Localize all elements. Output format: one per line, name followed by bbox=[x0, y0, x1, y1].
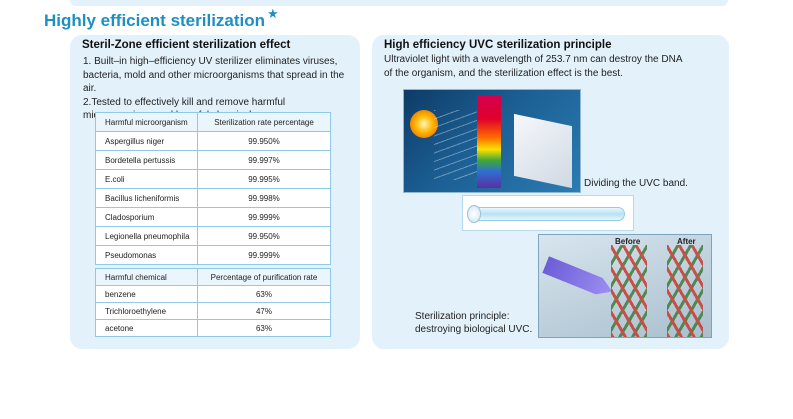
table-cell: acetone bbox=[95, 319, 198, 337]
table-row: Pseudomonas 99.999% bbox=[95, 245, 331, 265]
principle-panel-title: High efficiency UVC sterilization princi… bbox=[384, 39, 612, 51]
section-title-text: Highly efficient sterilization bbox=[44, 11, 266, 30]
table-cell: Aspergillus niger bbox=[95, 131, 198, 151]
table-cell: Cladosporium bbox=[95, 207, 198, 227]
chemical-table: Harmful chemical Percentage of purificat… bbox=[95, 268, 331, 337]
table-cell: 99.995% bbox=[197, 169, 331, 189]
top-banner-strip bbox=[70, 0, 728, 6]
table-cell: 63% bbox=[197, 319, 331, 337]
dna-helix-before-graphic bbox=[611, 245, 647, 337]
table-row: Bacillus licheniformis 99.998% bbox=[95, 188, 331, 208]
uv-spectrum-image bbox=[403, 89, 581, 193]
microorganism-table: Harmful microorganism Sterilization rate… bbox=[95, 112, 331, 265]
table-header-row: Harmful microorganism Sterilization rate… bbox=[95, 112, 331, 132]
principle-description: Ultraviolet light with a wavelength of 2… bbox=[384, 54, 682, 79]
table-cell: Trichloroethylene bbox=[95, 302, 198, 320]
table-cell: Bacillus licheniformis bbox=[95, 188, 198, 208]
column-header: Percentage of purification rate bbox=[197, 268, 331, 286]
principle-panel: High efficiency UVC sterilization princi… bbox=[372, 35, 729, 349]
uv-tube-graphic bbox=[473, 207, 625, 221]
dna-after-label: After bbox=[677, 237, 696, 246]
table-cell: 47% bbox=[197, 302, 331, 320]
table-cell: benzene bbox=[95, 285, 198, 303]
effect-panel: Steril-Zone efficient sterilization effe… bbox=[70, 35, 360, 349]
column-header: Harmful microorganism bbox=[95, 112, 198, 132]
uvc-band-caption: Dividing the UVC band. bbox=[584, 178, 688, 189]
spectrum-bar-graphic bbox=[477, 96, 501, 188]
table-cell: 99.997% bbox=[197, 150, 331, 170]
section-title: Highly efficient sterilization ★ bbox=[44, 6, 279, 31]
column-header: Harmful chemical bbox=[95, 268, 198, 286]
effect-panel-title: Steril-Zone efficient sterilization effe… bbox=[82, 39, 291, 51]
uv-light-arrow-icon bbox=[542, 256, 616, 300]
effect-description-point-1: 1. Built–in high–efficiency UV sterilize… bbox=[83, 56, 345, 94]
table-cell: Pseudomonas bbox=[95, 245, 198, 265]
table-row: E.coli 99.995% bbox=[95, 169, 331, 189]
table-cell: E.coli bbox=[95, 169, 198, 189]
table-cell: 63% bbox=[197, 285, 331, 303]
table-row: Bordetella pertussis 99.997% bbox=[95, 150, 331, 170]
glass-pane-graphic bbox=[514, 113, 572, 189]
dna-helix-after-graphic bbox=[667, 245, 703, 337]
column-header: Sterilization rate percentage bbox=[197, 112, 331, 132]
table-header-row: Harmful chemical Percentage of purificat… bbox=[95, 268, 331, 286]
dna-damage-image: Before After bbox=[538, 234, 712, 338]
uv-lamp-image bbox=[462, 195, 634, 231]
table-cell: 99.950% bbox=[197, 226, 331, 246]
sun-icon bbox=[410, 110, 438, 138]
table-cell: 99.999% bbox=[197, 207, 331, 227]
table-cell: Legionella pneumophila bbox=[95, 226, 198, 246]
dna-before-label: Before bbox=[615, 237, 641, 246]
table-row: Legionella pneumophila 99.950% bbox=[95, 226, 331, 246]
star-icon: ★ bbox=[267, 6, 279, 21]
light-rays-graphic bbox=[434, 110, 479, 180]
table-row: Trichloroethylene 47% bbox=[95, 302, 331, 320]
table-row: benzene 63% bbox=[95, 285, 331, 303]
table-row: acetone 63% bbox=[95, 319, 331, 337]
sterilization-principle-caption: Sterilization principle: destroying biol… bbox=[415, 311, 533, 335]
table-cell: 99.950% bbox=[197, 131, 331, 151]
uv-tube-end-graphic bbox=[467, 205, 481, 223]
table-cell: 99.998% bbox=[197, 188, 331, 208]
table-cell: 99.999% bbox=[197, 245, 331, 265]
table-row: Cladosporium 99.999% bbox=[95, 207, 331, 227]
table-cell: Bordetella pertussis bbox=[95, 150, 198, 170]
table-row: Aspergillus niger 99.950% bbox=[95, 131, 331, 151]
